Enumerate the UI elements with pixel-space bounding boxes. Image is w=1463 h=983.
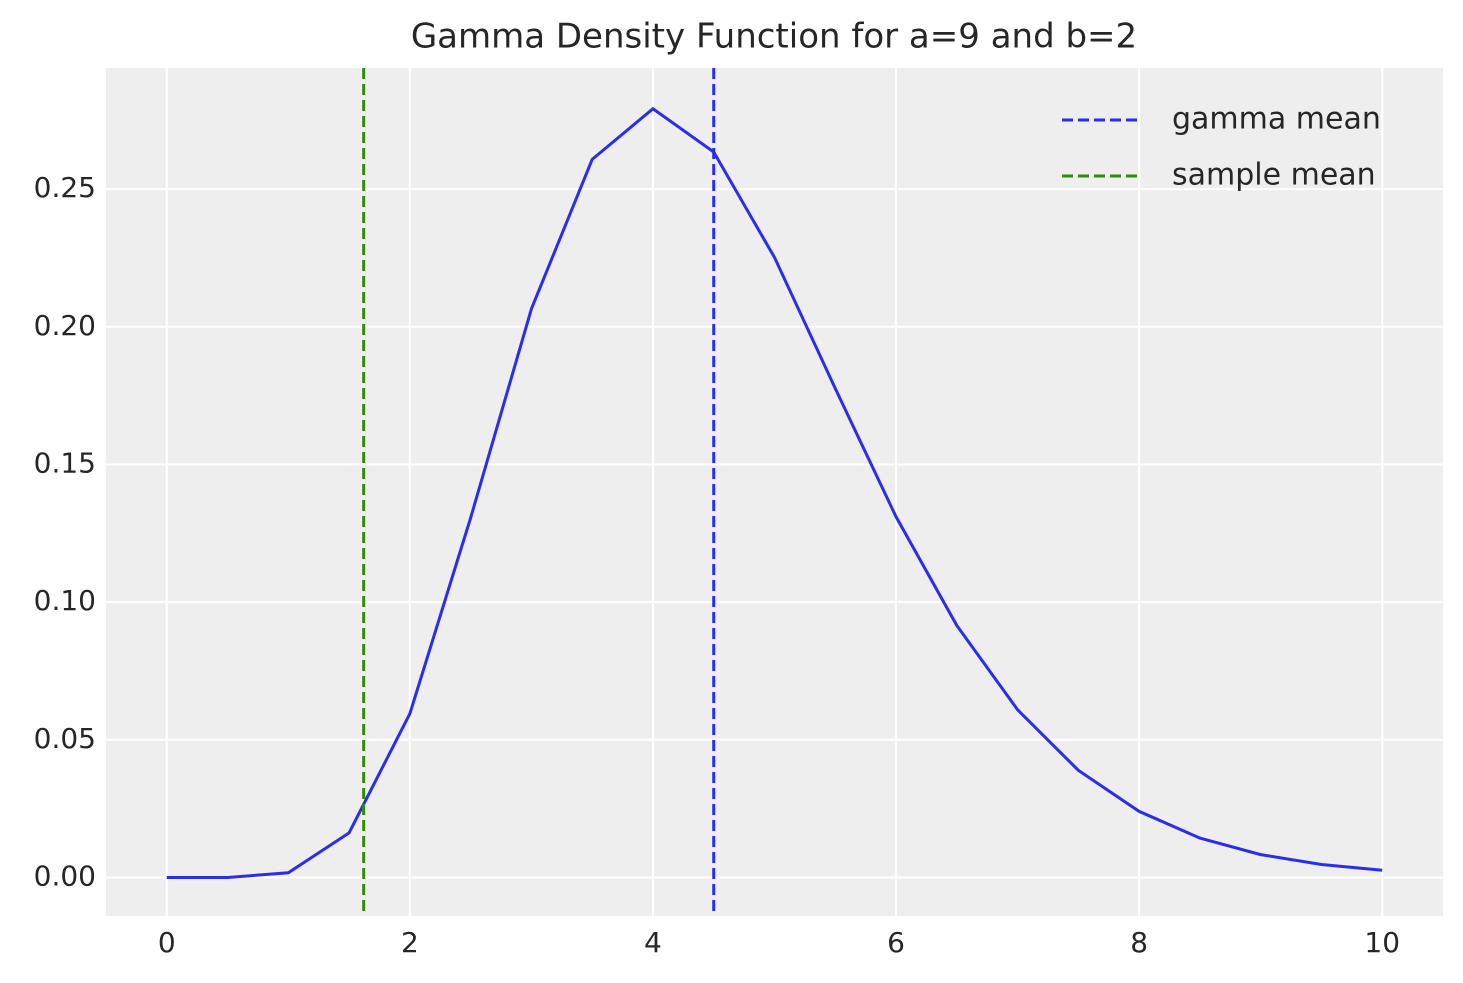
y-tick-label: 0.00: [34, 859, 96, 892]
legend-label: gamma mean: [1172, 102, 1381, 137]
x-tick-label: 4: [644, 926, 662, 959]
x-tick-label: 6: [887, 926, 905, 959]
y-tick-label: 0.25: [34, 171, 96, 204]
y-tick-label: 0.20: [34, 309, 96, 342]
x-tick-label: 8: [1130, 926, 1148, 959]
y-tick-label: 0.15: [34, 446, 96, 479]
line: [166, 106, 1383, 879]
x-tick-label: 10: [1364, 926, 1400, 959]
y-tick-label: 0.05: [34, 722, 96, 755]
x-tick-label: 0: [158, 926, 176, 959]
plot-area: [106, 68, 1443, 916]
y-tick-label: 0.10: [34, 584, 96, 617]
chart-title: Gamma Density Function for a=9 and b=2: [411, 17, 1137, 57]
legend-label: sample mean: [1172, 158, 1376, 193]
x-tick-label: 2: [401, 926, 419, 959]
